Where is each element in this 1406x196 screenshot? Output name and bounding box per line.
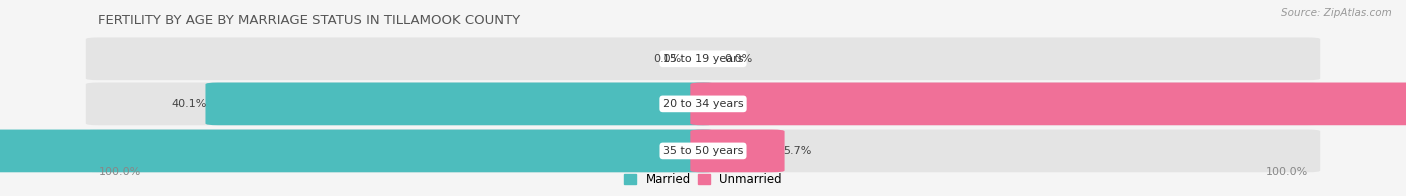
- Text: 0.0%: 0.0%: [724, 54, 752, 64]
- FancyBboxPatch shape: [690, 83, 1406, 125]
- Text: 40.1%: 40.1%: [172, 99, 207, 109]
- Text: 5.7%: 5.7%: [783, 146, 811, 156]
- Text: 35 to 50 years: 35 to 50 years: [662, 146, 744, 156]
- Text: 15 to 19 years: 15 to 19 years: [662, 54, 744, 64]
- FancyBboxPatch shape: [690, 130, 785, 172]
- Text: 20 to 34 years: 20 to 34 years: [662, 99, 744, 109]
- FancyBboxPatch shape: [0, 130, 716, 172]
- FancyBboxPatch shape: [205, 83, 716, 125]
- Text: FERTILITY BY AGE BY MARRIAGE STATUS IN TILLAMOOK COUNTY: FERTILITY BY AGE BY MARRIAGE STATUS IN T…: [98, 14, 520, 27]
- Text: 0.0%: 0.0%: [654, 54, 682, 64]
- Text: 100.0%: 100.0%: [98, 167, 141, 178]
- Text: Source: ZipAtlas.com: Source: ZipAtlas.com: [1281, 8, 1392, 18]
- FancyBboxPatch shape: [86, 37, 1320, 80]
- FancyBboxPatch shape: [86, 130, 1320, 172]
- Text: 100.0%: 100.0%: [1265, 167, 1308, 178]
- Legend: Married, Unmarried: Married, Unmarried: [624, 173, 782, 186]
- FancyBboxPatch shape: [86, 83, 1320, 125]
